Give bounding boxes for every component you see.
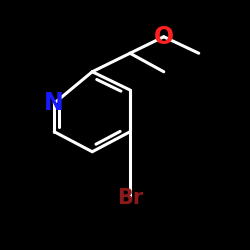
Text: N: N [44, 91, 64, 115]
Text: O: O [154, 25, 174, 49]
Text: Br: Br [117, 188, 143, 208]
